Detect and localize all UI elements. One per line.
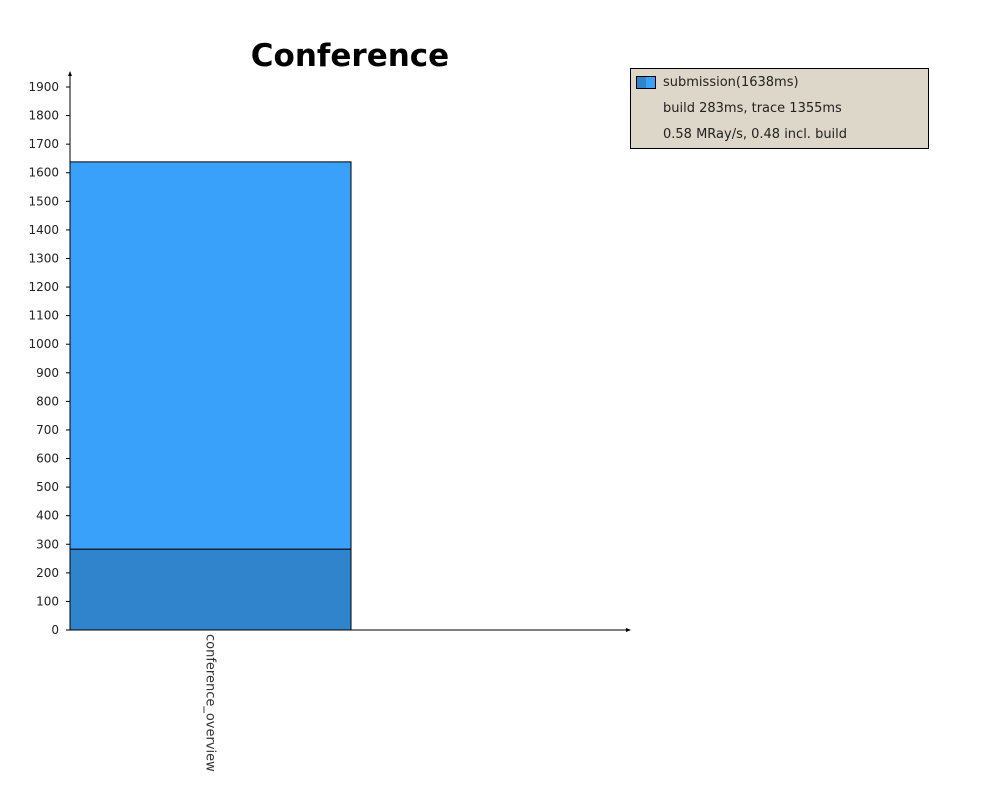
y-tick-label: 100 <box>36 594 59 608</box>
legend-swatch <box>636 76 656 89</box>
y-tick-label: 300 <box>36 537 59 551</box>
bars <box>69 161 352 631</box>
y-tick-label: 1400 <box>28 223 59 237</box>
bar-build <box>69 548 352 631</box>
y-tick-label: 200 <box>36 566 59 580</box>
y-tick-label: 400 <box>36 509 59 523</box>
y-tick-label: 1800 <box>28 109 59 123</box>
y-tick-label: 1200 <box>28 280 59 294</box>
y-tick-label: 1700 <box>28 137 59 151</box>
y-axis-arrow <box>68 71 72 76</box>
legend-entry-detail-2: 0.58 MRay/s, 0.48 incl. build <box>663 127 848 142</box>
bar-trace <box>69 161 352 550</box>
legend-swatch-build <box>637 77 646 88</box>
y-tick-label: 1300 <box>28 251 59 265</box>
y-axis-ticks: 0 100 200 300 400 500 600 700 800 900 1000 1100 1200… <box>28 80 70 637</box>
y-tick-label: 1100 <box>28 309 59 323</box>
x-axis-arrow <box>626 628 631 632</box>
y-tick-label: 1500 <box>28 194 59 208</box>
y-tick-label: 1600 <box>28 166 59 180</box>
legend-entry-label: submission(1638ms) <box>663 75 799 90</box>
legend-entry-detail-1: build 283ms, trace 1355ms <box>663 101 842 116</box>
y-tick-label: 600 <box>36 452 59 466</box>
chart-title: Conference <box>250 38 450 74</box>
y-tick-label: 700 <box>36 423 59 437</box>
legend: submission(1638ms) build 283ms, trace 13… <box>630 68 929 149</box>
y-tick-label: 1000 <box>28 337 59 351</box>
y-tick-label: 800 <box>36 394 59 408</box>
legend-swatch-trace <box>646 77 655 88</box>
y-tick-label: 500 <box>36 480 59 494</box>
y-tick-label: 1900 <box>28 80 59 94</box>
y-tick-label: 900 <box>36 366 59 380</box>
category-label: conference_overview <box>203 634 218 772</box>
y-tick-label: 0 <box>51 623 59 637</box>
category-labels: conference_overview <box>203 634 218 772</box>
